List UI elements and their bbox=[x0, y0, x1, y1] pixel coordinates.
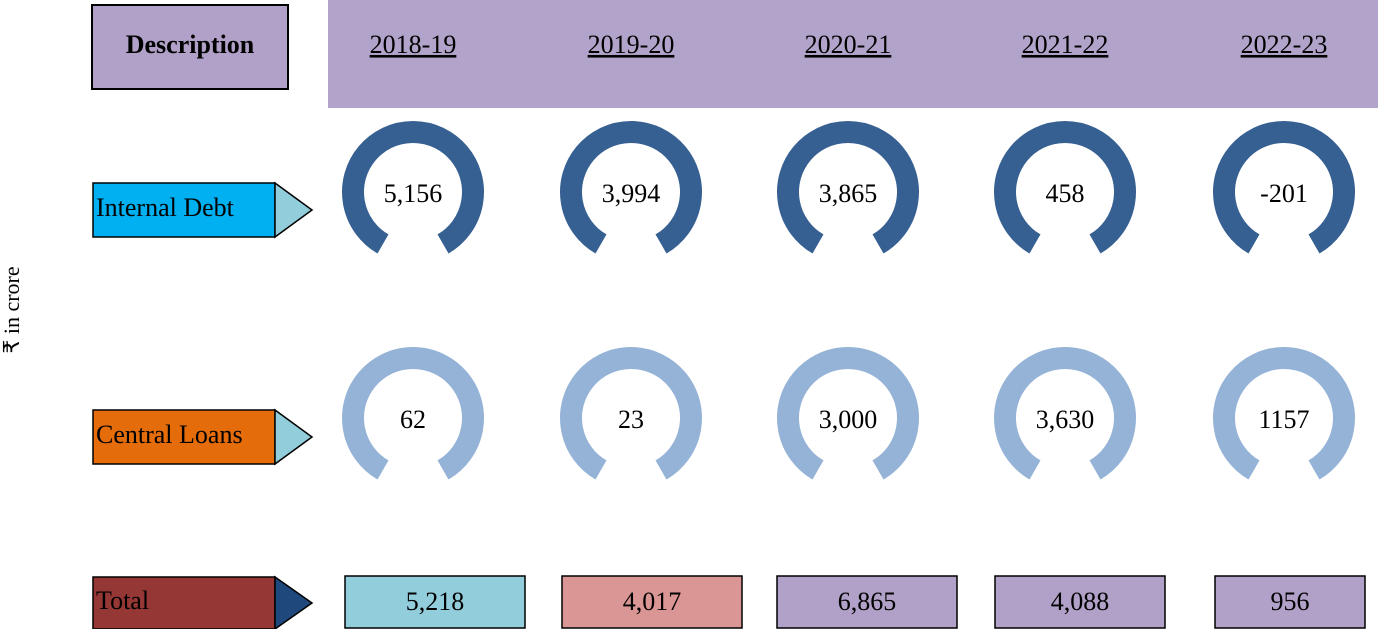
row-label: Central Loans bbox=[96, 420, 243, 449]
ring-value: 3,000 bbox=[819, 405, 878, 434]
ring-value: 3,630 bbox=[1036, 405, 1095, 434]
ring bbox=[777, 347, 919, 480]
header-band bbox=[328, 0, 1378, 108]
description-label: Description bbox=[126, 30, 255, 59]
ring-value: 62 bbox=[400, 405, 426, 434]
ring-value: 458 bbox=[1046, 179, 1085, 208]
total-box bbox=[994, 575, 1166, 629]
ring-value: 5,156 bbox=[384, 179, 443, 208]
ring-value: 3,994 bbox=[602, 179, 661, 208]
ring bbox=[1213, 347, 1355, 480]
ring bbox=[560, 347, 702, 480]
ring-value: 3,865 bbox=[819, 179, 878, 208]
ring-value: 23 bbox=[618, 405, 644, 434]
ring bbox=[994, 347, 1136, 480]
total-value: 4,088 bbox=[1051, 587, 1110, 616]
total-value: 956 bbox=[1271, 587, 1310, 616]
row-arrow bbox=[274, 408, 314, 466]
row-label-box bbox=[92, 182, 276, 238]
ring bbox=[342, 121, 484, 254]
year-label: 2019-20 bbox=[588, 30, 675, 59]
total-box bbox=[561, 575, 743, 629]
row-label: Internal Debt bbox=[96, 193, 235, 222]
total-value: 6,865 bbox=[838, 587, 897, 616]
description-box bbox=[91, 4, 289, 90]
total-box bbox=[344, 575, 526, 629]
total-box bbox=[1214, 575, 1366, 629]
ring bbox=[1213, 121, 1355, 254]
total-value: 4,017 bbox=[623, 587, 682, 616]
ring bbox=[560, 121, 702, 254]
total-value: 5,218 bbox=[406, 587, 465, 616]
year-label: 2020-21 bbox=[805, 30, 892, 59]
row-arrow bbox=[274, 181, 314, 239]
row-label: Total bbox=[96, 586, 149, 615]
unit-note: ₹ in crore bbox=[0, 266, 24, 353]
year-label: 2022-23 bbox=[1241, 30, 1328, 59]
ring-value: -201 bbox=[1260, 179, 1308, 208]
year-label: 2018-19 bbox=[370, 30, 457, 59]
ring bbox=[994, 121, 1136, 254]
ring bbox=[777, 121, 919, 254]
ring-value: 1157 bbox=[1258, 405, 1309, 434]
total-box bbox=[776, 575, 958, 629]
ring bbox=[342, 347, 484, 480]
year-label: 2021-22 bbox=[1022, 30, 1109, 59]
row-arrow bbox=[274, 575, 314, 629]
